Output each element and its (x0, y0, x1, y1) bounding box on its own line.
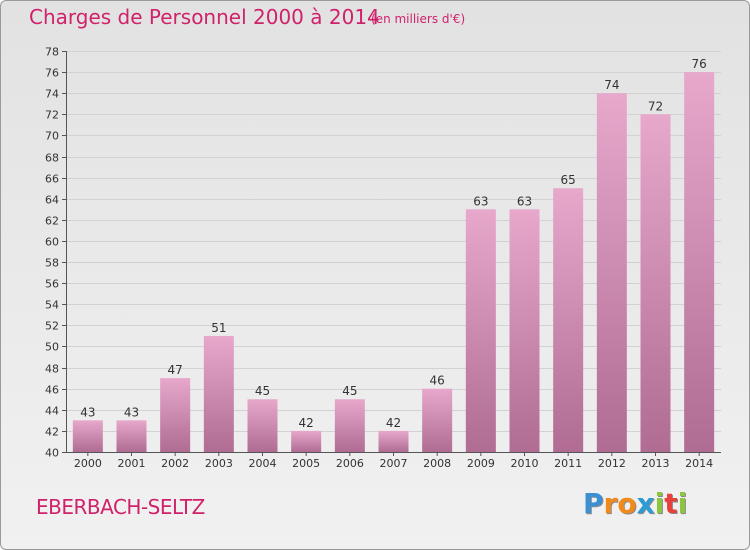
bar (509, 209, 540, 452)
y-tick-label: 78 (45, 46, 59, 59)
y-tick-label: 46 (45, 384, 59, 397)
logo-letter: i (677, 487, 688, 520)
bar (334, 399, 365, 452)
y-tick-label: 44 (45, 405, 59, 418)
bar-value-label: 72 (648, 99, 663, 113)
bar (116, 420, 147, 452)
bar-value-label: 42 (299, 416, 314, 430)
logo-letter: i (654, 487, 665, 520)
y-tick-label: 58 (45, 257, 59, 270)
y-tick-label: 40 (45, 447, 59, 460)
y-tick-label: 66 (45, 173, 59, 186)
y-tick-label: 64 (45, 194, 59, 207)
x-tick-label: 2007 (380, 457, 408, 470)
x-tick-label: 2002 (161, 457, 189, 470)
bar (684, 72, 715, 453)
place-name: EBERBACH-SELTZ (36, 495, 205, 519)
x-tick-label: 2005 (292, 457, 320, 470)
logo-letter: P (583, 487, 604, 520)
bar (378, 430, 409, 452)
bar-value-label: 46 (430, 374, 445, 388)
bar-value-label: 42 (386, 416, 401, 430)
x-tick-label: 2003 (205, 457, 233, 470)
bar-value-labels: 43 43 47 51 45 42 45 42 46 63 63 65 74 72 76 (80, 57, 707, 430)
chart-subtitle: (en milliers d'€) (371, 12, 466, 26)
logo-letter: r (603, 487, 618, 520)
logo-letter: x (636, 487, 655, 520)
bar-value-label: 76 (692, 57, 707, 71)
logo-letter: o (617, 487, 637, 520)
y-tick-label: 48 (45, 363, 59, 376)
y-tick-label: 42 (45, 426, 59, 439)
x-tick-label: 2006 (336, 457, 364, 470)
bar (247, 399, 278, 452)
y-tick-label: 72 (45, 109, 59, 122)
y-tick-label: 76 (45, 67, 59, 80)
bar-value-label: 45 (342, 384, 357, 398)
y-tick-label: 50 (45, 341, 59, 354)
bars (72, 72, 715, 453)
y-tick-label: 56 (45, 278, 59, 291)
y-tick-label: 60 (45, 236, 59, 249)
bar (465, 209, 496, 452)
bar (640, 114, 671, 452)
y-tick-label: 52 (45, 320, 59, 333)
bar-value-label: 63 (473, 194, 488, 208)
bar-value-label: 45 (255, 384, 270, 398)
bar-value-label: 47 (168, 363, 183, 377)
x-tick-label: 2001 (118, 457, 146, 470)
bar-value-label: 51 (211, 321, 226, 335)
bar (422, 388, 453, 452)
x-tick-label: 2014 (685, 457, 713, 470)
x-axis-ticks: 2000 2001 2002 2003 2004 2005 2006 2007 2008 2009… (74, 452, 713, 470)
chart-title: Charges de Personnel 2000 à 2014 (29, 5, 380, 29)
bar-value-label: 65 (561, 173, 576, 187)
bar (553, 188, 584, 452)
y-tick-label: 54 (45, 299, 59, 312)
bar-value-label: 74 (604, 78, 619, 92)
bar (596, 93, 627, 453)
x-tick-label: 2004 (249, 457, 277, 470)
x-tick-label: 2010 (511, 457, 539, 470)
bar-value-label: 43 (80, 405, 95, 419)
y-tick-label: 62 (45, 215, 59, 228)
bar (203, 335, 234, 452)
x-tick-label: 2013 (642, 457, 670, 470)
bar (72, 420, 103, 452)
bar-value-label: 63 (517, 194, 532, 208)
x-tick-label: 2009 (467, 457, 495, 470)
logo-letter: t (664, 487, 678, 520)
x-tick-label: 2012 (598, 457, 626, 470)
y-tick-label: 68 (45, 152, 59, 165)
x-tick-label: 2008 (423, 457, 451, 470)
y-tick-label: 70 (45, 130, 59, 143)
bar (160, 378, 191, 452)
x-tick-label: 2011 (554, 457, 582, 470)
proxiti-logo[interactable]: Proxiti (583, 487, 687, 520)
x-tick-label: 2000 (74, 457, 102, 470)
y-tick-label: 74 (45, 88, 59, 101)
bar (291, 430, 322, 452)
bar-value-label: 43 (124, 405, 139, 419)
